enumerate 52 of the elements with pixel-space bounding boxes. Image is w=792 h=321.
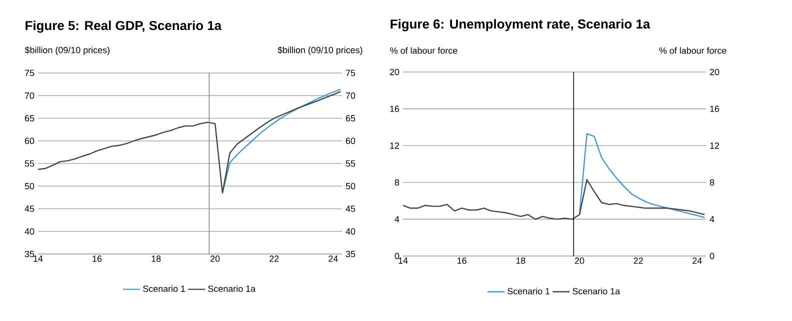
y2-tick-label: 40 (346, 228, 356, 235)
x-tick-label: 14 (34, 256, 43, 262)
x-tick-label: 24 (692, 258, 702, 264)
y-tick-label: 4 (394, 216, 400, 222)
legend-label: Scenario 1 (508, 288, 550, 294)
y2-tick-label: 75 (346, 70, 356, 76)
y-tick-label: 45 (24, 206, 34, 212)
y-tick-label: 20 (390, 68, 400, 76)
y2-tick-label: 20 (710, 68, 720, 76)
x-tick-label: 18 (152, 256, 161, 262)
x-tick-label: 18 (516, 258, 526, 264)
y2-tick-label: 65 (346, 115, 356, 122)
y-tick-label: 40 (24, 228, 34, 235)
y-tick-label: 65 (24, 115, 34, 122)
x-tick-label: 20 (210, 256, 220, 262)
y-axis-title: $billion (09/10 prices) (24, 46, 110, 55)
y2-tick-label: 55 (346, 160, 356, 167)
y-axis-title: % of labour force (390, 47, 458, 54)
chart-title: Figure 6: Unemployment rate, Scenario 1a (390, 19, 650, 32)
y-tick-label: 16 (390, 106, 400, 112)
y2-tick-label: 16 (710, 106, 720, 112)
y-tick-label: 35 (24, 250, 34, 258)
y2-tick-label: 50 (346, 182, 356, 190)
y-tick-label: 50 (24, 182, 34, 190)
x-tick-label: 22 (270, 256, 279, 262)
y2-tick-label: 4 (710, 216, 714, 222)
y-tick-label: 0 (394, 252, 400, 260)
y-tick-label: 12 (390, 142, 400, 149)
y2-tick-label: 60 (346, 138, 356, 144)
legend-label: Scenario 1a (572, 288, 620, 294)
x-tick-label: 14 (398, 258, 408, 264)
y2-tick-label: 12 (710, 142, 720, 149)
y2-tick-label: 35 (346, 250, 356, 258)
y2-tick-label: 0 (710, 252, 714, 260)
y-tick-label: 70 (24, 92, 34, 99)
y2-tick-label: 45 (346, 206, 356, 212)
legend-label: Scenario 1a (208, 285, 256, 292)
y2-tick-label: 8 (710, 179, 714, 186)
x-tick-label: 22 (634, 258, 643, 264)
y2-tick-label: 70 (346, 92, 356, 99)
y-tick-label: 55 (24, 160, 34, 167)
y-tick-label: 75 (24, 70, 34, 76)
y-tick-label: 60 (24, 138, 34, 144)
x-tick-label: 16 (92, 256, 102, 262)
y2-axis-title: $billion (09/10 prices) (278, 46, 362, 55)
y-tick-label: 8 (394, 179, 400, 186)
x-tick-label: 16 (458, 258, 466, 264)
chart-title: Figure 5: Real GDP, Scenario 1a (26, 20, 222, 33)
legend-label: Scenario 1 (143, 285, 186, 292)
y2-axis-title: % of labour force (659, 47, 726, 54)
x-tick-label: 20 (574, 258, 584, 264)
x-tick-label: 24 (328, 256, 338, 262)
